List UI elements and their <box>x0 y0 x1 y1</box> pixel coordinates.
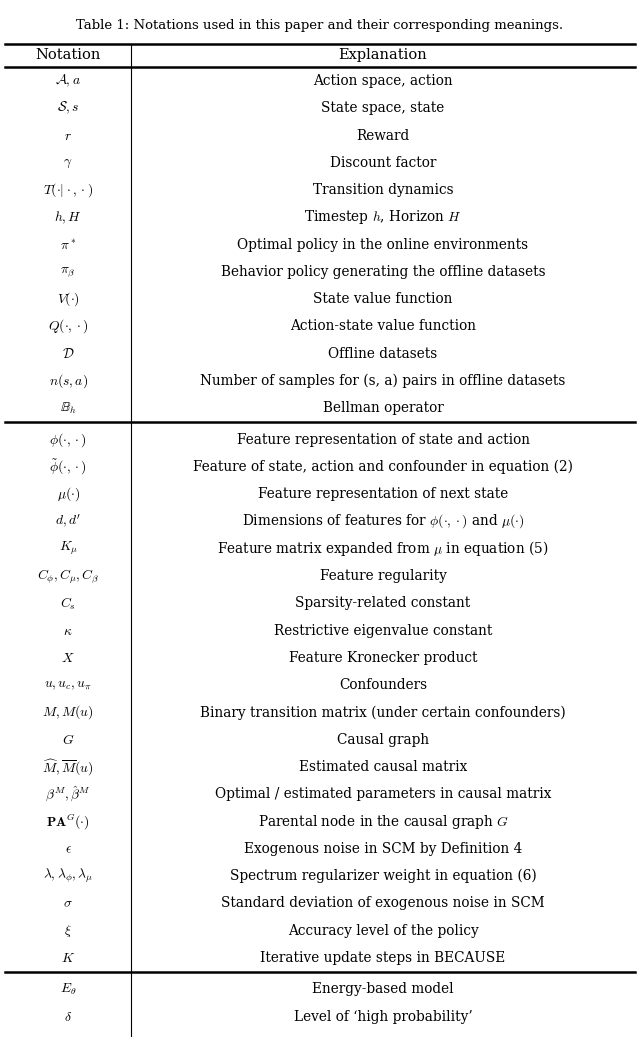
Text: $C_\phi, C_\mu, C_\beta$: $C_\phi, C_\mu, C_\beta$ <box>37 567 99 585</box>
Text: $\tilde{\phi}(\cdot,\cdot)$: $\tilde{\phi}(\cdot,\cdot)$ <box>49 457 87 477</box>
Text: $E_\theta$: $E_\theta$ <box>60 982 76 997</box>
Text: $\sigma$: $\sigma$ <box>63 896 73 910</box>
Text: $d, d'$: $d, d'$ <box>55 513 81 530</box>
Text: $\pi_\beta$: $\pi_\beta$ <box>60 264 76 279</box>
Text: $\beta^M, \hat{\beta}^M$: $\beta^M, \hat{\beta}^M$ <box>45 785 91 804</box>
Text: Table 1: Notations used in this paper and their corresponding meanings.: Table 1: Notations used in this paper an… <box>76 19 564 32</box>
Text: Discount factor: Discount factor <box>330 156 436 170</box>
Text: State space, state: State space, state <box>321 102 445 115</box>
Text: Confounders: Confounders <box>339 678 427 693</box>
Text: $\mathbf{PA}^G(\cdot)$: $\mathbf{PA}^G(\cdot)$ <box>46 812 90 831</box>
Text: Optimal / estimated parameters in causal matrix: Optimal / estimated parameters in causal… <box>215 787 551 802</box>
Text: $\Gamma(\cdot,\cdot)$: $\Gamma(\cdot,\cdot)$ <box>49 1035 87 1037</box>
Text: Explanation: Explanation <box>339 49 428 62</box>
Text: Behavior policy generating the offline datasets: Behavior policy generating the offline d… <box>221 264 545 279</box>
Text: $T(\cdot|\cdot,\cdot)$: $T(\cdot|\cdot,\cdot)$ <box>43 181 93 199</box>
Text: $\lambda, \lambda_\phi, \lambda_\mu$: $\lambda, \lambda_\phi, \lambda_\mu$ <box>43 867 93 886</box>
Text: $\epsilon$: $\epsilon$ <box>65 842 72 856</box>
Text: Exogenous noise in SCM by Definition 4: Exogenous noise in SCM by Definition 4 <box>244 842 522 856</box>
Text: Feature representation of state and action: Feature representation of state and acti… <box>237 432 529 447</box>
Text: Action space, action: Action space, action <box>313 74 453 88</box>
Text: $\widehat{M}, \overline{M}(u)$: $\widehat{M}, \overline{M}(u)$ <box>42 757 94 777</box>
Text: $\mathcal{D}$: $\mathcal{D}$ <box>62 346 74 361</box>
Text: $K_\mu$: $K_\mu$ <box>59 540 77 558</box>
Text: Iterative update steps in BECAUSE: Iterative update steps in BECAUSE <box>260 951 506 965</box>
Text: $\kappa$: $\kappa$ <box>63 623 73 638</box>
Text: $K$: $K$ <box>61 951 76 965</box>
Text: $Q(\cdot,\cdot)$: $Q(\cdot,\cdot)$ <box>48 317 88 335</box>
Text: $V(\cdot)$: $V(\cdot)$ <box>57 290 79 308</box>
Text: Feature of state, action and confounder in equation (2): Feature of state, action and confounder … <box>193 459 573 474</box>
Text: Reward: Reward <box>356 129 410 143</box>
Text: Accuracy level of the policy: Accuracy level of the policy <box>287 924 479 937</box>
Text: $\pi^*$: $\pi^*$ <box>60 237 76 252</box>
Text: $\xi$: $\xi$ <box>64 923 72 938</box>
Text: Feature Kronecker product: Feature Kronecker product <box>289 651 477 665</box>
Text: $\mathbb{B}_h$: $\mathbb{B}_h$ <box>60 400 77 416</box>
Text: $\mathcal{S}, s$: $\mathcal{S}, s$ <box>57 101 79 116</box>
Text: Standard deviation of exogenous noise in SCM: Standard deviation of exogenous noise in… <box>221 896 545 910</box>
Text: Number of samples for (s, a) pairs in offline datasets: Number of samples for (s, a) pairs in of… <box>200 374 566 388</box>
Text: Dimensions of features for $\phi(\cdot,\cdot)$ and $\mu(\cdot)$: Dimensions of features for $\phi(\cdot,\… <box>242 512 524 531</box>
Text: Parental node in the causal graph $G$: Parental node in the causal graph $G$ <box>257 813 509 831</box>
Text: $\mathcal{A}, a$: $\mathcal{A}, a$ <box>55 73 81 89</box>
Text: Feature matrix expanded from $\mu$ in equation (5): Feature matrix expanded from $\mu$ in eq… <box>218 539 548 558</box>
Text: $r$: $r$ <box>64 129 72 143</box>
Text: Estimated causal matrix: Estimated causal matrix <box>299 760 467 774</box>
Text: Restrictive eigenvalue constant: Restrictive eigenvalue constant <box>274 623 492 638</box>
Text: $M, M(u)$: $M, M(u)$ <box>42 703 94 722</box>
Text: Binary transition matrix (under certain confounders): Binary transition matrix (under certain … <box>200 705 566 720</box>
Text: $G$: $G$ <box>62 733 74 747</box>
Text: $h, H$: $h, H$ <box>54 209 82 225</box>
Text: Spectrum regularizer weight in equation (6): Spectrum regularizer weight in equation … <box>230 869 536 884</box>
Text: Causal graph: Causal graph <box>337 733 429 747</box>
Text: $\delta$: $\delta$ <box>64 1010 72 1024</box>
Text: Action-state value function: Action-state value function <box>290 319 476 334</box>
Text: Timestep $h$, Horizon $H$: Timestep $h$, Horizon $H$ <box>304 208 462 226</box>
Text: $n(s,a)$: $n(s,a)$ <box>49 372 88 390</box>
Text: Bellman operator: Bellman operator <box>323 401 444 416</box>
Text: Notation: Notation <box>35 49 101 62</box>
Text: $C_s$: $C_s$ <box>60 595 76 612</box>
Text: $\mu(\cdot)$: $\mu(\cdot)$ <box>56 485 80 503</box>
Text: Feature representation of next state: Feature representation of next state <box>258 487 508 501</box>
Text: Level of ‘high probability’: Level of ‘high probability’ <box>294 1010 472 1024</box>
Text: State value function: State value function <box>314 292 452 306</box>
Text: Sparsity-related constant: Sparsity-related constant <box>296 596 470 611</box>
Text: Energy-based model: Energy-based model <box>312 982 454 997</box>
Text: Transition dynamics: Transition dynamics <box>313 184 453 197</box>
Text: Feature regularity: Feature regularity <box>319 569 447 583</box>
Text: $\phi(\cdot,\cdot)$: $\phi(\cdot,\cdot)$ <box>49 430 87 449</box>
Text: $u, u_c, u_\pi$: $u, u_c, u_\pi$ <box>44 678 92 693</box>
Text: Optimal policy in the online environments: Optimal policy in the online environment… <box>237 237 529 252</box>
Text: $\gamma$: $\gamma$ <box>63 156 73 170</box>
Text: $X$: $X$ <box>61 651 75 665</box>
Text: Offline datasets: Offline datasets <box>328 346 438 361</box>
